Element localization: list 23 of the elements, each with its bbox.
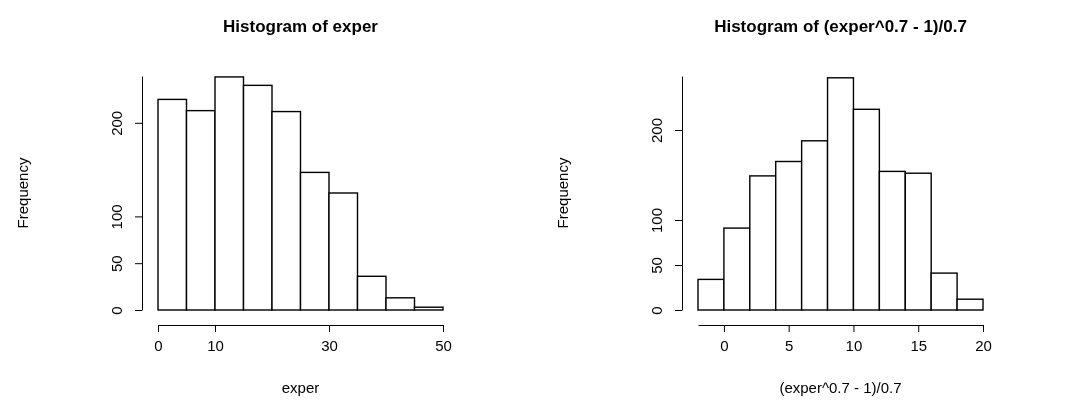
y-tick-label: 0: [648, 306, 665, 315]
y-tick-label: 200: [108, 110, 125, 136]
x-tick-label: 10: [845, 336, 863, 354]
y-tick-label: 100: [108, 204, 125, 230]
chart-title: Histogram of (exper^0.7 - 1)/0.7: [714, 17, 967, 36]
x-axis-title: (exper^0.7 - 1)/0.7: [779, 379, 902, 396]
y-tick-label: 50: [648, 257, 665, 274]
y-tick-label: 0: [108, 306, 125, 315]
x-tick-label: 20: [975, 336, 992, 354]
y-tick-label: 50: [108, 255, 125, 273]
y-tick-label: 200: [648, 117, 665, 144]
x-tick-label: 15: [910, 336, 928, 354]
x-tick-label: 0: [720, 336, 729, 354]
x-tick-label: 5: [785, 336, 794, 354]
y-tick-label: 100: [648, 207, 665, 234]
y-axis-title: Frequency: [554, 157, 571, 229]
x-axis-title: exper: [281, 379, 320, 396]
x-tick-label: 10: [207, 336, 224, 354]
x-tick-label: 30: [321, 336, 338, 354]
x-tick-label: 0: [154, 336, 163, 354]
x-tick-label: 50: [435, 336, 452, 354]
chart-title: Histogram of exper: [223, 17, 379, 36]
y-axis-title: Frequency: [14, 157, 31, 229]
